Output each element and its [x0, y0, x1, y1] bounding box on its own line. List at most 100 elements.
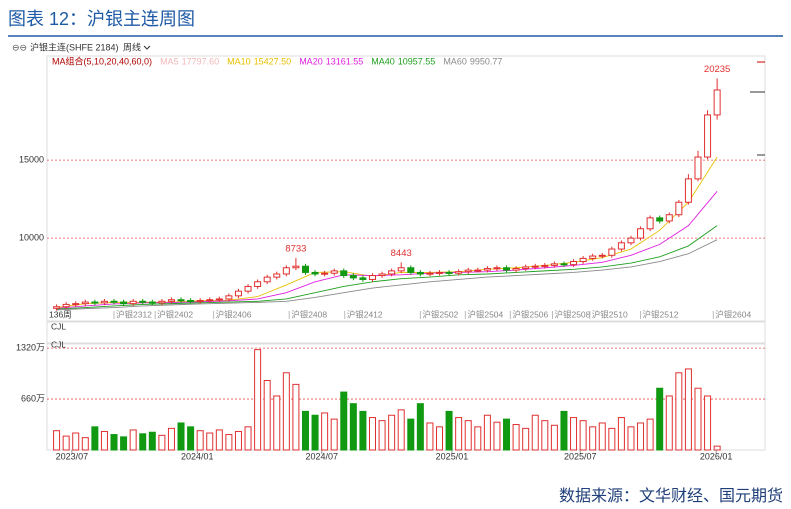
high-label: 8733 — [285, 243, 306, 254]
volume-bar — [617, 417, 625, 451]
candle-body — [675, 201, 683, 216]
volume-bar — [100, 430, 108, 451]
x-tick-label: 2024/01 — [181, 451, 214, 461]
volume-bar — [225, 434, 233, 451]
volume-bar — [167, 427, 175, 451]
volume-bar — [579, 420, 587, 451]
volume-bar — [474, 426, 482, 451]
volume-bar — [273, 395, 281, 451]
volume-bar — [215, 429, 223, 451]
volume-bar — [206, 432, 214, 451]
candle-body — [311, 271, 319, 275]
volume-bar — [627, 426, 635, 451]
candle-body — [129, 300, 137, 305]
candle-body — [550, 263, 558, 266]
candle-body — [522, 266, 530, 270]
candle-body — [148, 301, 156, 304]
y-tick-label: 1320万 — [16, 342, 45, 352]
contract-label: 沪银2402 — [157, 309, 193, 319]
legend-value: 10957.55 — [398, 56, 436, 66]
volume-bar — [148, 431, 156, 451]
volume-bar — [53, 430, 61, 451]
candle-body — [368, 275, 376, 280]
high-label: 20235 — [704, 64, 730, 75]
volume-bar — [656, 387, 664, 451]
volume-bar — [139, 433, 147, 451]
volume-bar — [407, 418, 415, 451]
volume-bar — [570, 417, 578, 451]
legend-name: MA5 — [160, 56, 179, 66]
candle-body — [493, 267, 501, 270]
ma-line — [56, 191, 718, 309]
candle-body — [196, 300, 204, 303]
volume-bar — [646, 418, 654, 451]
dropdown-icon[interactable] — [143, 45, 151, 50]
volume-bar — [541, 420, 549, 451]
volume-bar — [598, 422, 606, 451]
volume-bar — [91, 426, 99, 451]
volume-bar — [187, 426, 195, 451]
volume-bar — [455, 417, 463, 451]
candle-body — [244, 285, 252, 292]
candle-body — [646, 217, 654, 230]
indicator-panel — [46, 321, 766, 344]
price-panel — [46, 55, 766, 322]
contract-label: 沪银2408 — [291, 309, 327, 319]
volume-bar — [349, 403, 357, 451]
volume-bar — [637, 422, 645, 451]
volume-bar — [503, 418, 511, 451]
candle-body — [694, 156, 702, 180]
candle-body — [273, 273, 281, 278]
volume-bar — [292, 383, 300, 451]
candle-body — [704, 114, 712, 158]
volume-bar — [110, 434, 118, 451]
volume-bar — [81, 437, 89, 451]
link-icon: ⊖⊖ — [12, 42, 27, 52]
y-tick-label: 660万 — [21, 393, 45, 403]
legend-value: 15427.50 — [254, 56, 292, 66]
candle-body — [349, 275, 357, 279]
candle-body — [637, 228, 645, 239]
candle-body — [388, 270, 396, 275]
candle-body — [206, 299, 214, 302]
count-label: 136周 — [49, 309, 72, 319]
volume-bar — [675, 372, 683, 451]
candle-body — [301, 265, 309, 273]
volume-bar — [196, 430, 204, 451]
candle-body — [416, 271, 424, 275]
volume-bar — [397, 409, 405, 451]
candle-body — [72, 303, 80, 306]
candle-body — [483, 268, 491, 271]
volume-bar — [512, 424, 520, 451]
candle-body — [167, 299, 175, 302]
volume-bar — [684, 368, 692, 451]
volume-bar — [426, 422, 434, 451]
candle-body — [541, 264, 549, 267]
period[interactable]: 周线 — [123, 41, 141, 52]
instrument: 沪银主连(SHFE 2184) — [30, 41, 119, 52]
candle-body — [531, 265, 539, 268]
candle-body — [713, 89, 721, 116]
candle-body — [158, 300, 166, 304]
volume-bar — [531, 414, 539, 451]
volume-bar — [72, 432, 80, 451]
volume-bar — [158, 434, 166, 451]
candle-body — [120, 301, 128, 305]
contract-label: 沪银2502 — [422, 309, 458, 319]
contract-label: 沪银2512 — [643, 309, 679, 319]
candle-body — [589, 255, 597, 259]
x-tick-label: 2023/07 — [56, 451, 89, 461]
candle-body — [292, 265, 300, 269]
legend-value: 13161.55 — [326, 56, 364, 66]
volume-bar — [368, 417, 376, 451]
volume-bar — [589, 426, 597, 451]
volume-bar — [694, 387, 702, 451]
candle-body — [579, 257, 587, 263]
volume-bar — [359, 410, 367, 451]
volume-bar — [244, 426, 252, 451]
volume-bar — [254, 349, 262, 451]
volume-bar — [120, 436, 128, 451]
candle-body — [560, 263, 568, 266]
y-tick-label: 10000 — [19, 233, 44, 243]
